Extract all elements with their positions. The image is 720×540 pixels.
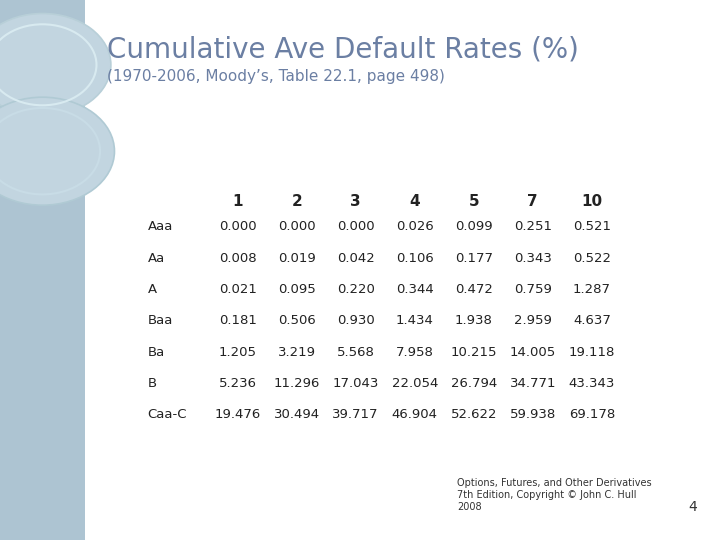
Text: 7th Edition, Copyright © John C. Hull: 7th Edition, Copyright © John C. Hull [457,490,636,500]
Text: 0.343: 0.343 [514,252,552,265]
Text: A: A [148,283,157,296]
Text: 43.343: 43.343 [569,377,615,390]
Text: Aaa: Aaa [148,220,173,233]
Text: 30.494: 30.494 [274,408,320,421]
Text: 3.219: 3.219 [278,346,315,359]
Text: 0.521: 0.521 [573,220,611,233]
Text: 4.637: 4.637 [573,314,611,327]
Text: 3: 3 [351,194,361,210]
Text: 0.019: 0.019 [278,252,315,265]
Text: 46.904: 46.904 [392,408,438,421]
Text: 4: 4 [688,500,697,514]
Text: Aa: Aa [148,252,165,265]
Text: Ba: Ba [148,346,165,359]
Text: 17.043: 17.043 [333,377,379,390]
Text: 59.938: 59.938 [510,408,556,421]
Text: 26.794: 26.794 [451,377,497,390]
Text: 7.958: 7.958 [396,346,433,359]
Text: 4: 4 [410,194,420,210]
Text: 39.717: 39.717 [333,408,379,421]
Text: 10.215: 10.215 [451,346,497,359]
Text: 52.622: 52.622 [451,408,497,421]
Text: 5.568: 5.568 [337,346,374,359]
Text: 0.021: 0.021 [219,283,256,296]
Text: 0.042: 0.042 [337,252,374,265]
Text: 0.472: 0.472 [455,283,492,296]
Text: 0.099: 0.099 [455,220,492,233]
Text: 2.959: 2.959 [514,314,552,327]
Text: 0.008: 0.008 [219,252,256,265]
Text: 0.177: 0.177 [455,252,492,265]
Text: 7: 7 [528,194,538,210]
Text: 1.287: 1.287 [573,283,611,296]
Text: 69.178: 69.178 [569,408,615,421]
Text: 0.344: 0.344 [396,283,433,296]
Text: B: B [148,377,157,390]
Text: 0.220: 0.220 [337,283,374,296]
Text: Options, Futures, and Other Derivatives: Options, Futures, and Other Derivatives [457,478,652,488]
Text: 0.930: 0.930 [337,314,374,327]
Text: 0.000: 0.000 [278,220,315,233]
Text: 5.236: 5.236 [219,377,256,390]
Text: 10: 10 [581,194,603,210]
Text: (1970-2006, Moody’s, Table 22.1, page 498): (1970-2006, Moody’s, Table 22.1, page 49… [107,69,444,84]
Text: 0.759: 0.759 [514,283,552,296]
Text: 0.506: 0.506 [278,314,315,327]
Text: 34.771: 34.771 [510,377,556,390]
Text: 1.434: 1.434 [396,314,433,327]
Text: 22.054: 22.054 [392,377,438,390]
Text: Baa: Baa [148,314,173,327]
Text: 14.005: 14.005 [510,346,556,359]
Text: 0.181: 0.181 [219,314,256,327]
Text: 2008: 2008 [457,502,482,512]
Text: 0.251: 0.251 [514,220,552,233]
Text: 0.026: 0.026 [396,220,433,233]
Text: Caa-C: Caa-C [148,408,187,421]
Text: 0.522: 0.522 [573,252,611,265]
Text: 1: 1 [233,194,243,210]
Text: 1.938: 1.938 [455,314,492,327]
Text: 0.000: 0.000 [219,220,256,233]
Text: 11.296: 11.296 [274,377,320,390]
Text: 19.476: 19.476 [215,408,261,421]
Text: 0.000: 0.000 [337,220,374,233]
Text: 0.106: 0.106 [396,252,433,265]
Text: 1.205: 1.205 [219,346,256,359]
Text: 5: 5 [469,194,479,210]
Text: 0.095: 0.095 [278,283,315,296]
Text: 2: 2 [292,194,302,210]
Text: 19.118: 19.118 [569,346,615,359]
Text: Cumulative Ave Default Rates (%): Cumulative Ave Default Rates (%) [107,35,578,63]
